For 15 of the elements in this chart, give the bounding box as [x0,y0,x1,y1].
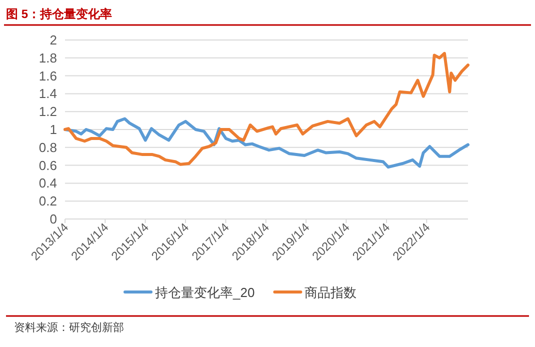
y-tick-label: 0 [50,212,57,226]
y-tick-label: 0.4 [38,176,57,191]
y-tick-label: 0.2 [38,194,57,209]
y-tick-label: 1.4 [38,86,57,102]
y-tick-label: 1.8 [38,50,57,66]
y-tick-label: 1.2 [38,104,57,120]
title: 图 5：持仓量变化率 [6,7,112,21]
y-tick-label: 1 [50,122,57,137]
y-tick-label: 0.6 [38,158,57,173]
y-tick-label: 1.6 [38,68,57,84]
legend-label: 持仓量变化率_20 [155,285,255,300]
legend-label: 商品指数 [304,285,357,300]
text: 资料来源：研究创新部 [14,321,124,334]
y-tick-label: 0.8 [38,140,57,155]
y-tick-label: 2 [50,32,57,48]
